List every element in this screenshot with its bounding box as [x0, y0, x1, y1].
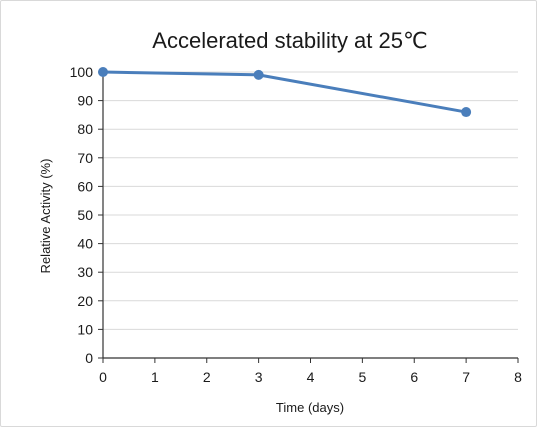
- axes: [98, 71, 519, 363]
- y-tick-label: 20: [77, 293, 93, 309]
- series: [98, 67, 472, 118]
- data-point: [461, 107, 472, 118]
- y-tick-label: 30: [77, 264, 93, 280]
- x-tick-label: 8: [514, 369, 522, 385]
- y-tick-label: 90: [77, 93, 93, 109]
- y-tick-label: 10: [77, 321, 93, 337]
- data-point: [253, 69, 264, 80]
- y-tick-label: 0: [85, 350, 93, 366]
- data-point: [98, 67, 108, 77]
- y-axis-label: Relative Activity (%): [38, 159, 53, 274]
- series-line: [102, 70, 467, 114]
- x-tick-label: 5: [358, 369, 366, 385]
- x-tick-label: 1: [151, 369, 159, 385]
- y-tick-label: 60: [77, 178, 93, 194]
- tick-labels: 0 10 20 30 40 50 60 70 80 90 100 0 1 2 3 4 5 6 7 8: [70, 64, 522, 385]
- x-axis-label: Time (days): [276, 400, 344, 415]
- x-tick-label: 6: [410, 369, 418, 385]
- chart-title: Accelerated stability at 25℃: [152, 28, 427, 53]
- y-tick-label: 80: [77, 121, 93, 137]
- x-tick-label: 2: [203, 369, 211, 385]
- y-tick-label: 70: [77, 150, 93, 166]
- x-tick-label: 7: [462, 369, 470, 385]
- x-tick-label: 3: [255, 369, 263, 385]
- x-tick-label: 0: [99, 369, 107, 385]
- y-tick-label: 100: [70, 64, 94, 80]
- y-tick-label: 40: [77, 236, 93, 252]
- x-tick-label: 4: [307, 369, 315, 385]
- y-tick-label: 50: [77, 207, 93, 223]
